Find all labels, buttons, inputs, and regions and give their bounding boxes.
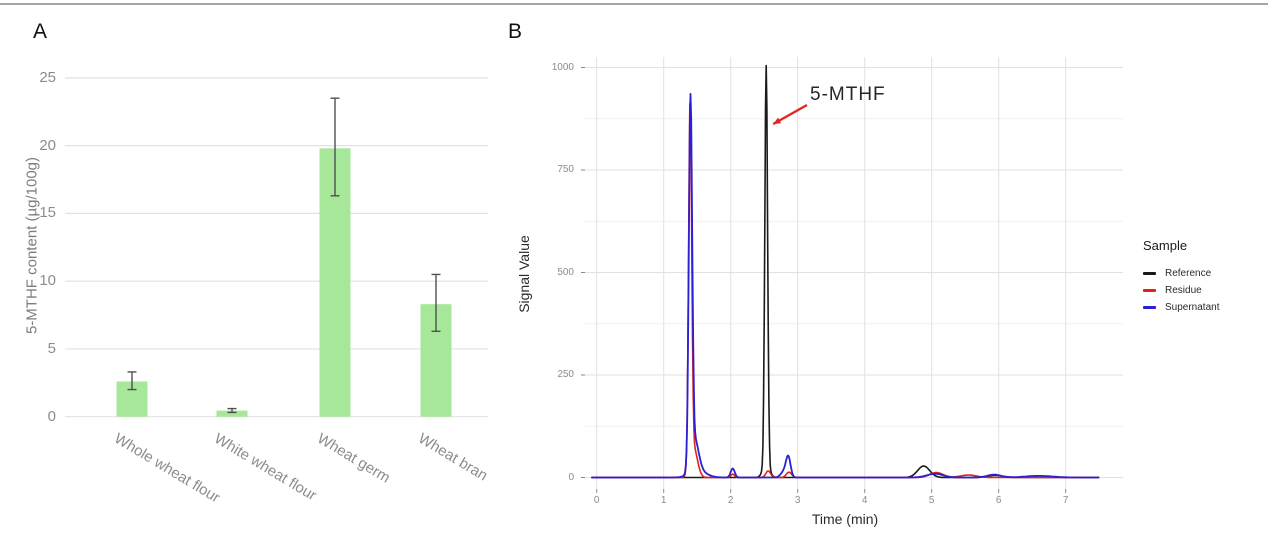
legend-entry-label: Residue [1165,285,1202,296]
reference-key-icon [1143,272,1156,275]
top-divider [0,3,1268,5]
panel-b-x-tick-label: 2 [727,495,734,506]
panel-b-x-tick-label: 6 [995,495,1002,506]
legend-entry-supernatant: Supernatant [1143,299,1220,316]
error-bar-wheat-bran [431,273,441,333]
legend-entry-residue: Residue [1143,282,1220,299]
annotation-arrowhead-icon [773,117,782,124]
panel-a-y-tick-label: 15 [39,204,56,222]
panel-a-label: A [33,20,48,43]
error-bar-whole-wheat-flour [127,371,137,391]
supernatant-key-icon [1143,306,1156,309]
error-bar-wheat-germ [330,97,340,197]
panel-b-x-tick-label: 0 [593,495,600,506]
panel-a-y-tick-label: 5 [47,339,56,357]
residue-key-icon [1143,289,1156,292]
panel-b-label: B [508,20,523,43]
panel-b-y-tick-label: 500 [557,266,574,278]
legend-entry-label: Supernatant [1165,302,1220,313]
bar-white-wheat-flour [216,410,248,417]
legend-entry-reference: Reference [1143,265,1220,282]
panel-b-x-tick-label: 4 [861,495,868,506]
panel-b-x-tick-label: 1 [660,495,667,506]
legend: Sample Reference Residue Supernatant [1143,238,1220,316]
panel-a-y-tick-label: 25 [39,68,56,86]
panel-b-y-tick-label: 750 [557,164,574,175]
panel-b-x-axis-title: Time (min) [811,511,879,527]
panel-b-y-tick-label: 0 [568,471,574,483]
series-reference [591,64,1100,479]
error-bar-white-wheat-flour [227,407,237,414]
legend-title: Sample [1143,238,1188,253]
legend-entry-label: Reference [1165,268,1212,279]
panel-a-y-tick-label: 20 [39,136,56,154]
series-supernatant [591,93,1100,479]
panel-b-y-tick-label: 250 [557,369,574,380]
panel-b-x-tick-label: 7 [1062,495,1069,506]
peak-annotation-text: 5-MTHF [810,84,886,105]
panel-a-y-tick-label: 10 [39,272,56,290]
panel-b-x-tick-label: 3 [794,495,801,506]
panel-b-x-tick-label: 5 [928,495,935,506]
panel-b-y-tick-label: 1000 [551,61,574,73]
series-residue [591,100,1100,479]
panel-a-y-tick-label: 0 [47,407,56,425]
